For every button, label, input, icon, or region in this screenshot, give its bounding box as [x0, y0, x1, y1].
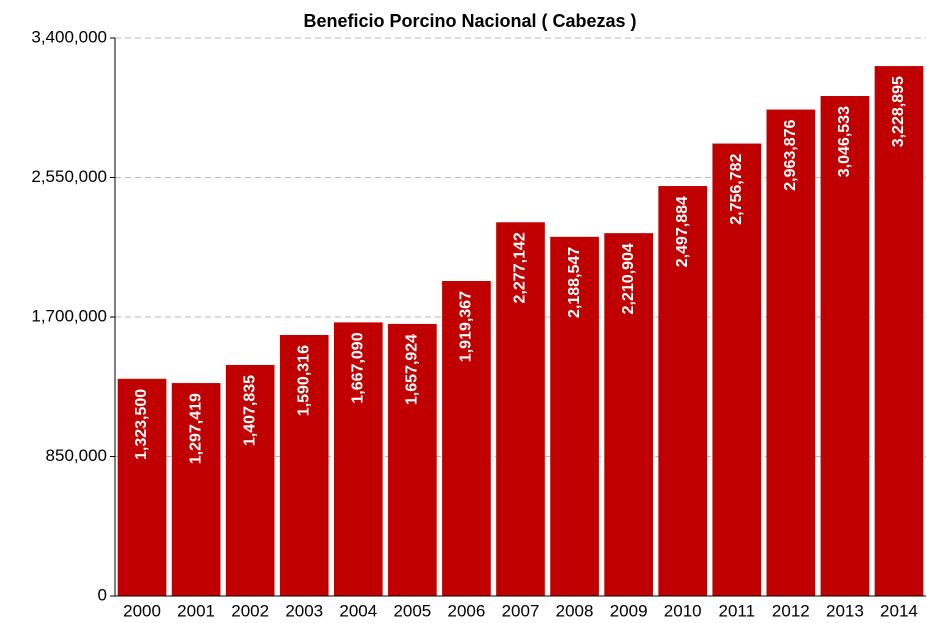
bar	[225, 364, 275, 596]
value-label: 1,657,924	[404, 334, 421, 405]
x-tick-label: 2010	[664, 601, 702, 620]
x-tick-label: 2012	[772, 601, 810, 620]
x-tick-label: 2008	[556, 601, 594, 620]
y-tick-label: 850,000	[46, 446, 107, 465]
bar	[442, 280, 491, 596]
y-tick-label: 1,700,000	[31, 306, 107, 325]
bar	[820, 96, 870, 597]
value-label: 3,228,895	[890, 76, 907, 147]
x-tick-label: 2000	[123, 601, 161, 620]
value-label: 1,297,419	[187, 393, 204, 464]
value-label: 2,277,142	[512, 232, 529, 303]
x-tick-label: 2009	[610, 601, 648, 620]
x-tick-label: 2002	[231, 601, 269, 620]
bar	[766, 109, 816, 596]
bar	[874, 66, 924, 596]
value-label: 2,210,904	[620, 243, 637, 314]
value-label: 1,323,500	[133, 389, 150, 460]
x-tick-label: 2011	[718, 601, 755, 620]
value-label: 1,407,835	[241, 375, 258, 446]
x-tick-label: 2006	[448, 601, 486, 620]
y-tick-label: 0	[98, 585, 107, 604]
bar	[604, 233, 653, 596]
value-label: 1,667,090	[350, 332, 367, 403]
x-tick-label: 2003	[285, 601, 323, 620]
bar	[496, 222, 545, 596]
y-tick-label: 3,400,000	[31, 27, 107, 46]
bar	[279, 335, 329, 596]
bar	[117, 378, 167, 596]
x-tick-label: 2005	[393, 601, 431, 620]
y-tick-label: 2,550,000	[31, 167, 107, 186]
bar	[388, 323, 437, 596]
x-tick-label: 2014	[880, 601, 918, 620]
bar	[333, 322, 383, 596]
value-label: 1,590,316	[295, 345, 312, 416]
value-label: 2,756,782	[728, 153, 745, 224]
value-label: 2,188,547	[566, 247, 583, 318]
bar	[550, 236, 599, 597]
bar	[712, 143, 762, 597]
value-label: 2,497,884	[674, 196, 691, 267]
x-tick-label: 2001	[177, 601, 215, 620]
value-label: 1,919,367	[458, 291, 475, 362]
value-label: 2,963,876	[782, 119, 799, 190]
bar	[171, 383, 221, 596]
chart-title: Beneficio Porcino Nacional ( Cabezas )	[303, 11, 636, 31]
x-tick-label: 2013	[826, 601, 864, 620]
x-tick-label: 2007	[502, 601, 540, 620]
x-tick-label: 2004	[339, 601, 377, 620]
value-label: 3,046,533	[836, 106, 853, 177]
bar	[658, 186, 708, 596]
